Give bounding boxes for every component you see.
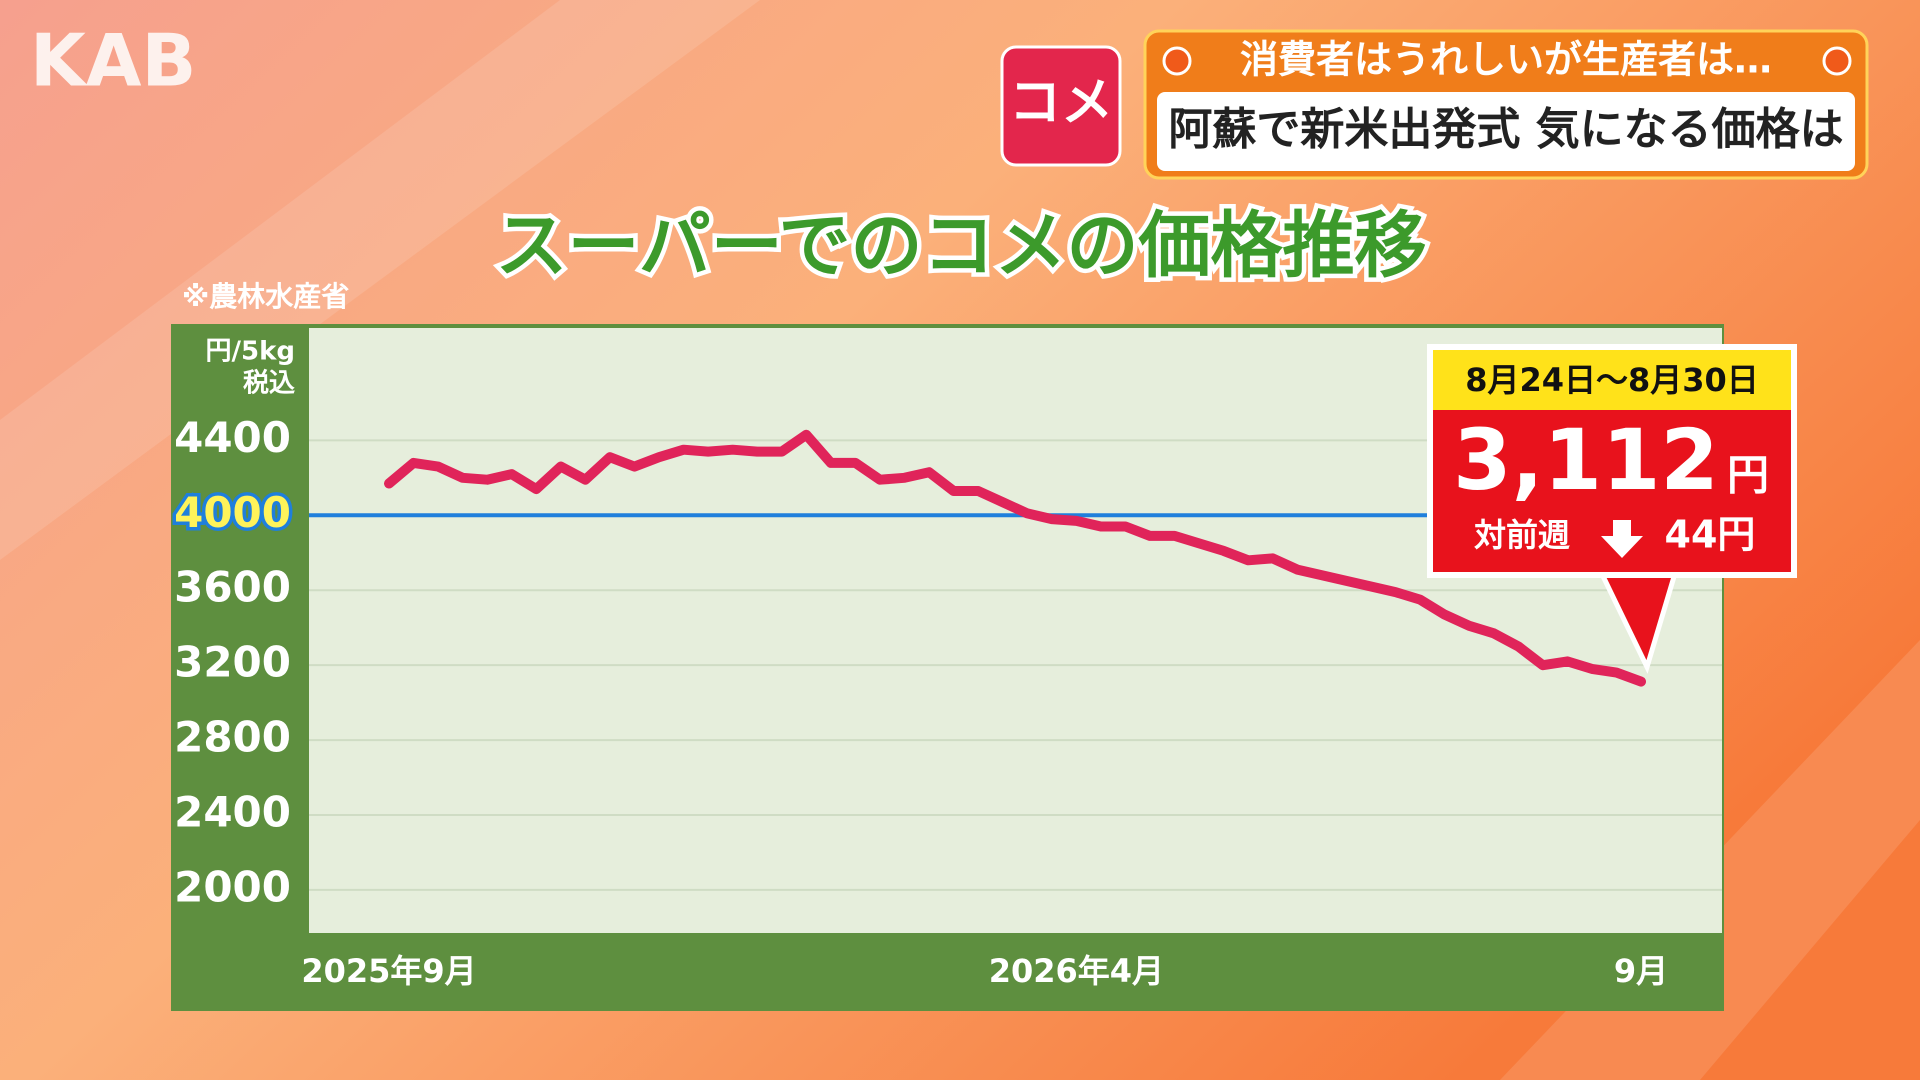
y-tick-label: 2000 <box>174 862 291 911</box>
callout-change-prefix: 対前週 <box>1474 516 1570 554</box>
headline-main-box <box>1157 92 1855 171</box>
callout-unit: 円 <box>1727 451 1769 500</box>
headline-dot <box>1822 46 1852 76</box>
callout: 8月24日～8月30日 3,112 円 対前週 44円 <box>1427 344 1797 674</box>
down-arrow <box>1601 520 1643 558</box>
y-tick-label: 3600 <box>174 563 291 612</box>
price-line <box>384 429 1646 687</box>
chart: 2000 2400 2800 3200 3600 4000 4400 2025年9月 2026年… <box>171 413 1722 990</box>
y-tick-label: 2800 <box>174 713 291 762</box>
y-unit: 円/5kg <box>206 337 296 367</box>
callout-value: 3,112 <box>1453 411 1719 509</box>
y-tick-label: 2400 <box>174 787 291 836</box>
y-tick-label: 3200 <box>174 638 291 687</box>
x-tick-label: 2026年4月 <box>989 952 1164 990</box>
tag-box <box>1000 45 1122 167</box>
y-tick-label: 4000 <box>174 488 291 537</box>
x-tick-label: 2025年9月 <box>301 952 476 990</box>
source: ※農林水産省 <box>182 280 349 313</box>
logo: KAB <box>30 19 196 103</box>
headline-top: 消費者はうれしいが生産者は… <box>1240 38 1772 82</box>
x-tick-label: 9月 <box>1614 952 1668 990</box>
callout-header <box>1433 350 1791 410</box>
callout-period: 8月24日～8月30日 <box>1465 361 1759 399</box>
callout-change: 44円 <box>1665 513 1756 557</box>
headline-dot <box>1162 46 1192 76</box>
tag: コメ <box>1009 73 1113 133</box>
y-tick-label: 4400 <box>174 413 291 462</box>
headline-main: 阿蘇で新米出発式 気になる価格は <box>1168 104 1843 155</box>
chart-title: スーパーでのコメの価格推移 <box>496 204 1427 288</box>
y-unit-note: 税込 <box>243 368 295 399</box>
